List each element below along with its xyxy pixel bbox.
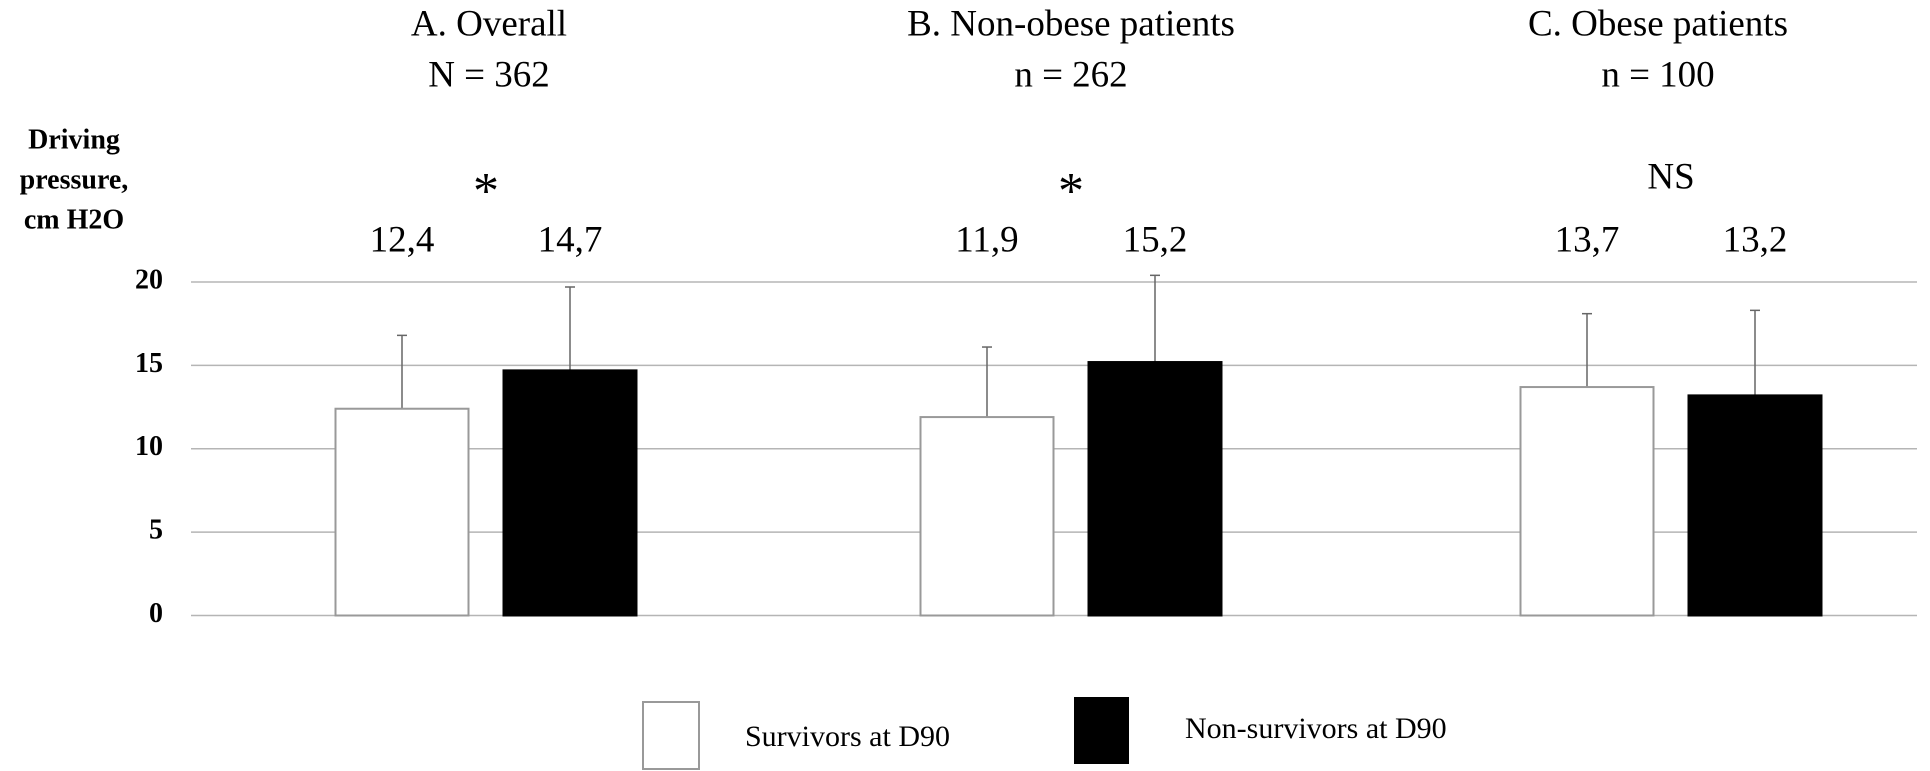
y-tick-label: 0 — [149, 598, 163, 629]
panel-subtitle: n = 100 — [1601, 54, 1714, 95]
bar — [1687, 394, 1823, 617]
legend-swatch — [1074, 697, 1129, 764]
panel-title: B. Non-obese patients — [907, 3, 1235, 44]
y-tick-label: 20 — [135, 264, 163, 295]
y-tick-label: 15 — [135, 348, 163, 379]
y-axis-label: cm H2O — [24, 204, 124, 235]
legend-label: Survivors at D90 — [745, 720, 950, 753]
panel-subtitle: N = 362 — [428, 54, 550, 95]
annotation: * — [1058, 163, 1084, 220]
y-tick-label: 10 — [135, 431, 163, 462]
y-axis-label: Driving — [28, 124, 120, 155]
legend-label: Non-survivors at D90 — [1185, 712, 1447, 745]
bar — [1519, 386, 1655, 617]
value-label: 14,7 — [538, 219, 603, 260]
annotation: NS — [1647, 156, 1694, 197]
bar — [334, 407, 470, 617]
bar — [502, 369, 638, 617]
bar — [919, 416, 1055, 617]
panel-title: C. Obese patients — [1528, 3, 1788, 44]
value-label: 13,7 — [1555, 219, 1620, 260]
panel-subtitle: n = 262 — [1014, 54, 1127, 95]
value-label: 15,2 — [1123, 219, 1188, 260]
panel-title: A. Overall — [411, 3, 567, 44]
value-label: 12,4 — [370, 219, 435, 260]
y-axis-label: pressure, — [20, 164, 129, 195]
value-label: 13,2 — [1723, 219, 1788, 260]
y-tick-label: 5 — [149, 515, 163, 546]
bar — [1087, 361, 1223, 617]
legend-swatch — [642, 701, 700, 770]
annotation: * — [473, 163, 499, 220]
value-label: 11,9 — [955, 219, 1018, 260]
